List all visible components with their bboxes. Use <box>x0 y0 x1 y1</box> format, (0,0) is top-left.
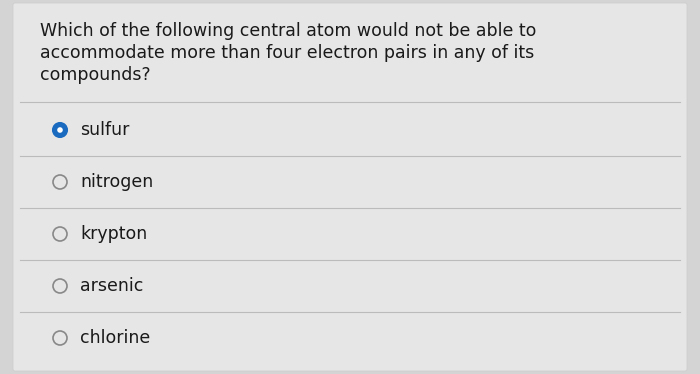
Circle shape <box>53 123 67 137</box>
Text: compounds?: compounds? <box>40 66 150 84</box>
Text: accommodate more than four electron pairs in any of its: accommodate more than four electron pair… <box>40 44 534 62</box>
Text: chlorine: chlorine <box>80 329 150 347</box>
Circle shape <box>53 279 67 293</box>
FancyBboxPatch shape <box>13 3 687 371</box>
Text: sulfur: sulfur <box>80 121 130 139</box>
Text: nitrogen: nitrogen <box>80 173 153 191</box>
Text: arsenic: arsenic <box>80 277 144 295</box>
Circle shape <box>53 175 67 189</box>
Text: Which of the following central atom would not be able to: Which of the following central atom woul… <box>40 22 536 40</box>
Circle shape <box>53 227 67 241</box>
Text: krypton: krypton <box>80 225 147 243</box>
Circle shape <box>53 331 67 345</box>
Circle shape <box>57 127 63 133</box>
